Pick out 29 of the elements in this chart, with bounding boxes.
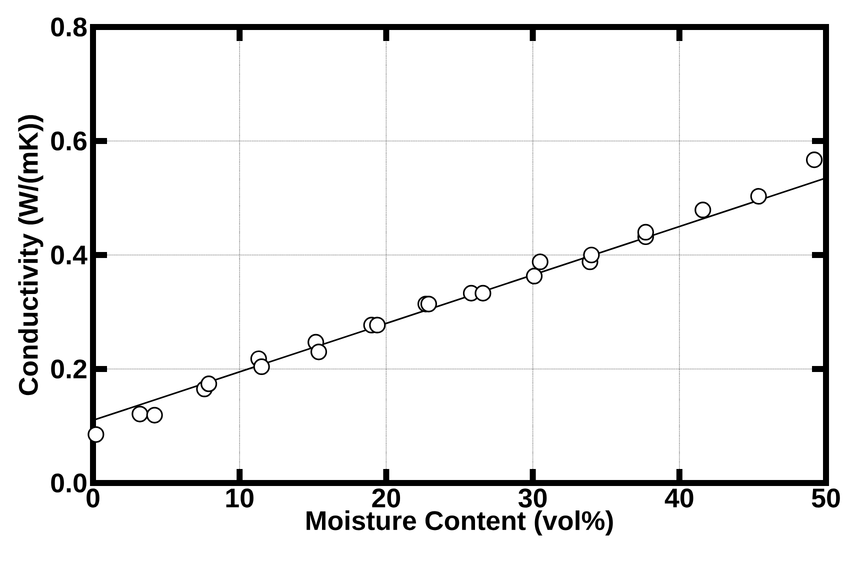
point [532,254,548,270]
point [132,406,148,422]
point [694,202,712,218]
point [310,344,328,360]
y-tick-label: 0.8 [51,17,87,37]
x-tick-label: 40 [664,488,694,508]
point [420,296,438,312]
y-axis-title: Conductivity (W/(mK)) [18,115,44,396]
x-tick-label: 0 [86,488,100,508]
y-tick-label: 0.4 [51,245,88,265]
point [369,316,386,334]
y-tick-label: 0.2 [51,359,86,379]
x-tick-label: 50 [812,488,840,508]
y-tick-label: 0.0 [51,473,86,493]
x-tick-label: 10 [226,488,254,508]
x-tick-label: 30 [518,488,547,508]
point [526,268,543,284]
point [88,426,104,443]
point [200,376,218,392]
point [750,188,767,205]
x-tick-label: 20 [372,488,400,508]
point [474,284,492,302]
y-tick-label: 0.6 [51,131,87,151]
point [806,152,823,168]
point [146,406,163,424]
point [637,224,654,240]
x-axis-title: Moisture Content (vol%) [306,510,613,536]
point [583,246,600,264]
point [253,358,270,376]
